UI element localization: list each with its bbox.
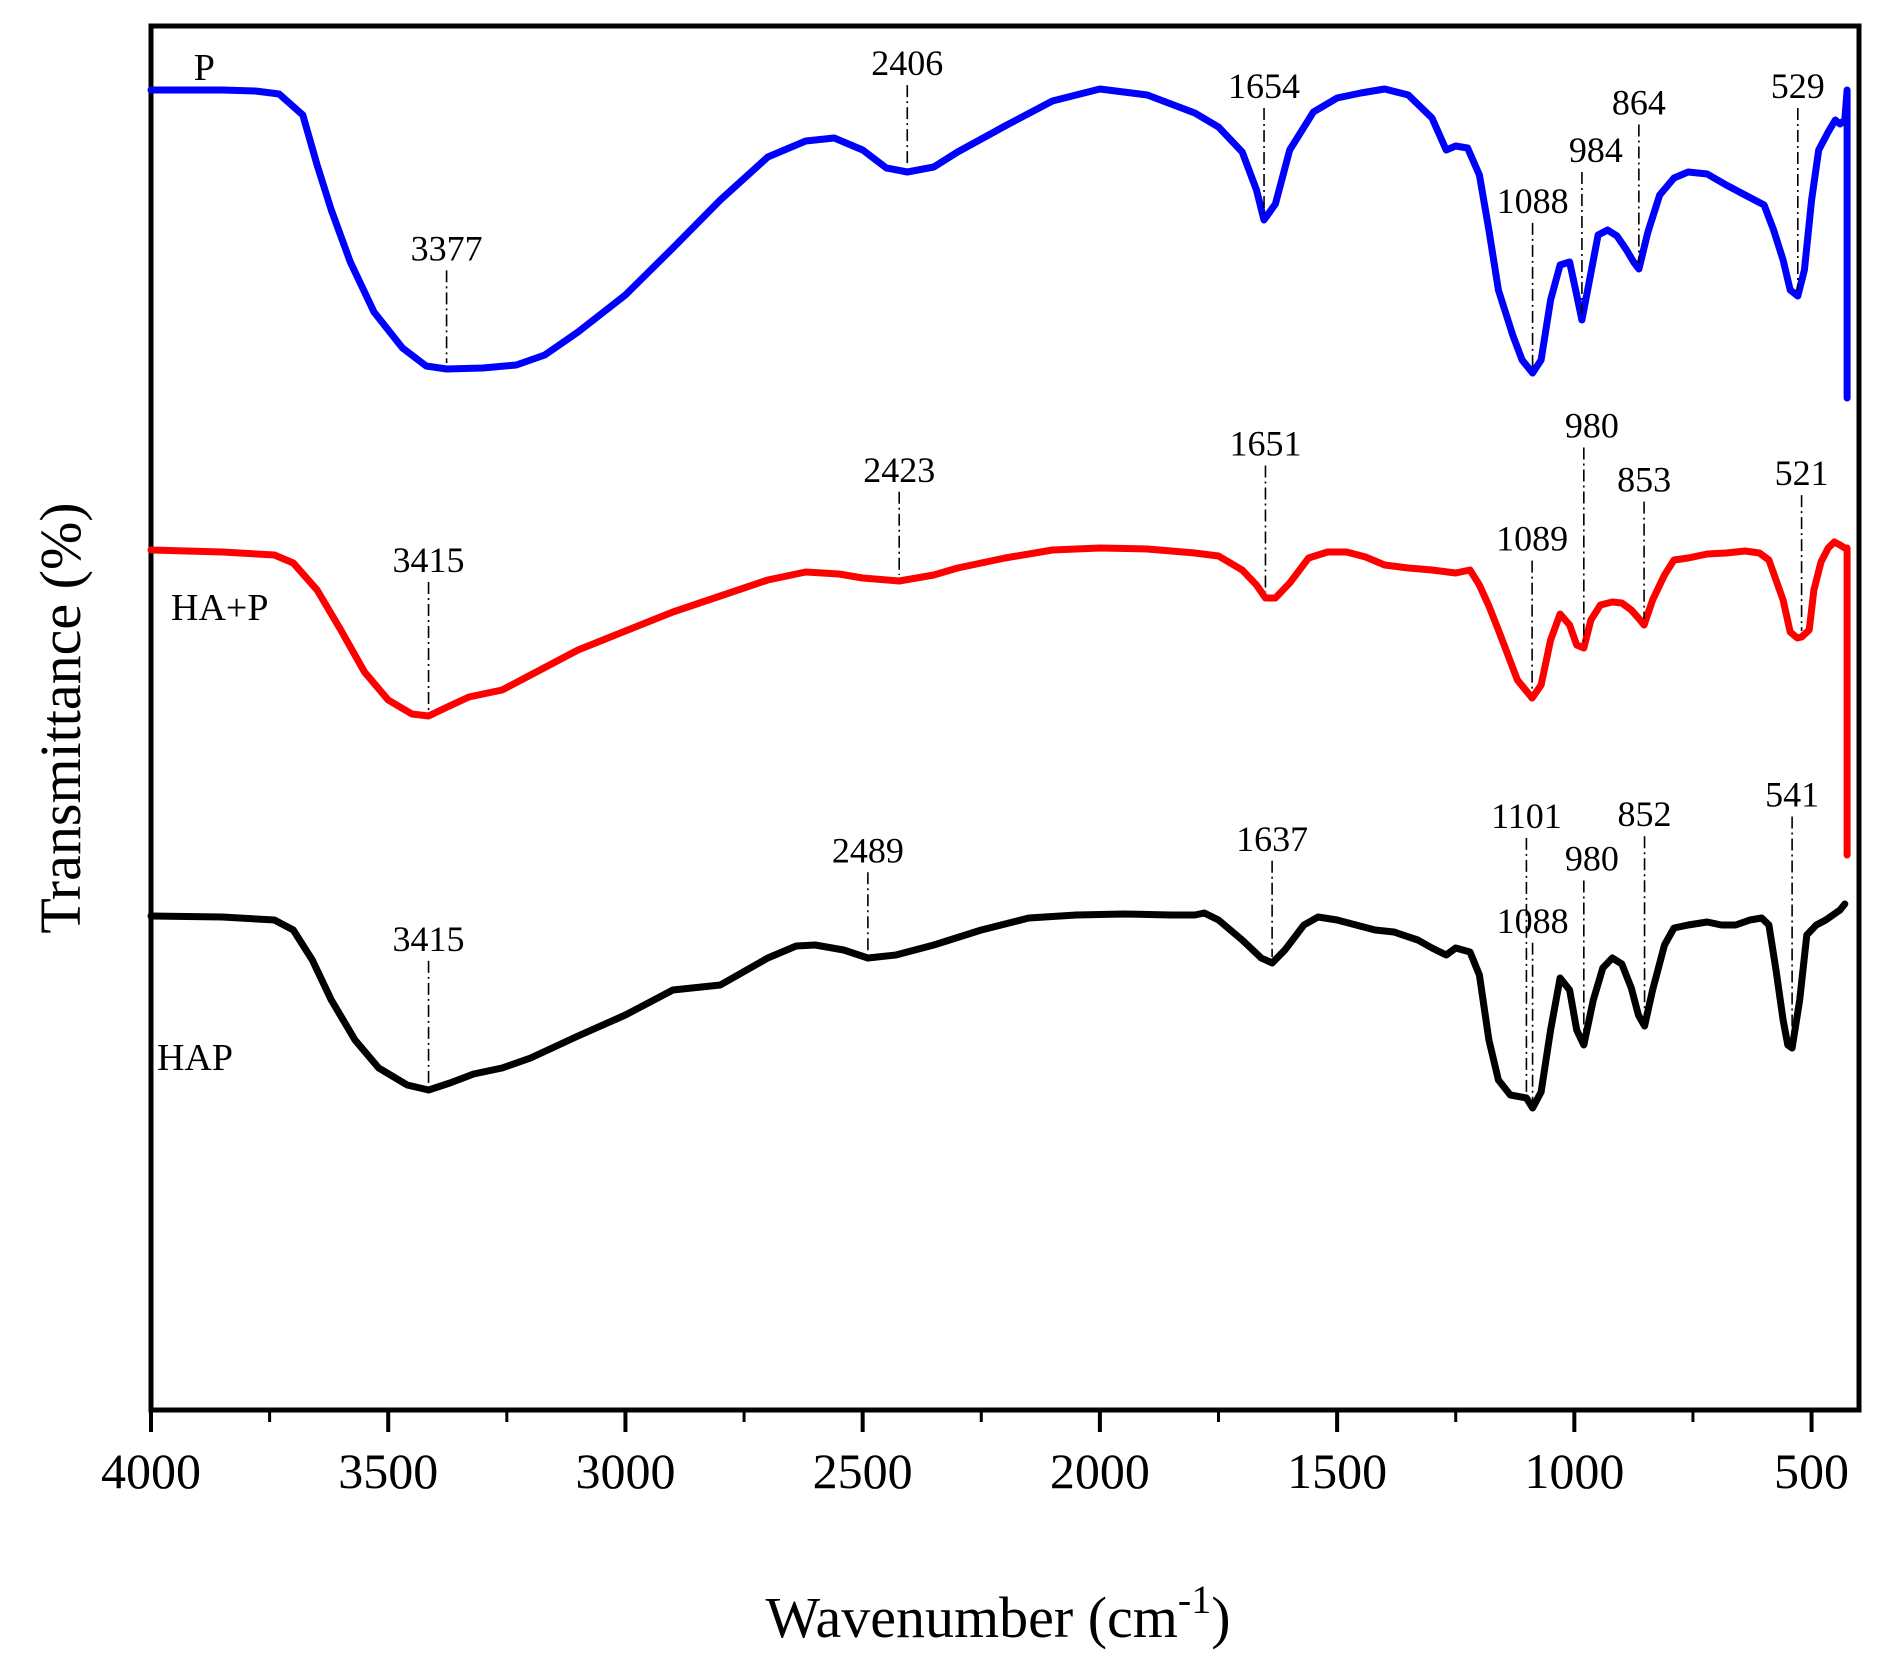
series-line-p	[147, 85, 1851, 402]
x-tick-label: 500	[1774, 1443, 1849, 1499]
peak-label: 852	[1618, 794, 1672, 834]
peak-label: 980	[1565, 406, 1619, 446]
series-label-ha-p: HA+P	[171, 587, 268, 629]
peak-label: 2489	[832, 830, 904, 870]
x-axis: 4000 3500 3000 2500 2000 1500 1000 500	[101, 1410, 1849, 1499]
series-line-hap	[147, 900, 1849, 1112]
x-tick-label: 2000	[1050, 1443, 1150, 1499]
peak-label: 521	[1775, 453, 1829, 493]
peak-label: 2423	[863, 450, 935, 490]
x-axis-title: Wavenumber (cm-1)	[765, 1577, 1230, 1650]
peak-label: 3415	[393, 919, 465, 959]
y-axis-title: Transmittance (%)	[28, 502, 93, 933]
peak-label: 1637	[1236, 819, 1308, 859]
peak-label: 3415	[393, 540, 465, 580]
series-line-ha-p	[147, 538, 1851, 859]
x-axis-title-close: )	[1211, 1585, 1230, 1650]
x-axis-title-superscript: -1	[1178, 1577, 1211, 1622]
peak-label: 3377	[411, 228, 483, 268]
peak-label: 2406	[871, 43, 943, 83]
x-tick-label: 4000	[101, 1443, 201, 1499]
x-tick-label: 2500	[813, 1443, 913, 1499]
x-axis-title-text: Wavenumber (cm	[765, 1585, 1177, 1650]
series-group: P HA+P HAP	[147, 47, 1851, 1112]
series-label-hap: HAP	[157, 1037, 233, 1079]
peak-label: 984	[1569, 130, 1623, 170]
x-tick-label: 1500	[1287, 1443, 1387, 1499]
peak-label: 1088	[1497, 181, 1569, 221]
x-tick-label: 1000	[1524, 1443, 1624, 1499]
peak-label: 1654	[1228, 66, 1300, 106]
peak-label: 980	[1565, 838, 1619, 878]
peak-label: 1088	[1497, 901, 1569, 941]
peak-label: 1101	[1491, 796, 1562, 836]
plot-frame	[148, 23, 1862, 1413]
peak-label: 541	[1765, 775, 1819, 815]
peak-label: 1089	[1496, 519, 1568, 559]
x-tick-label: 3000	[575, 1443, 675, 1499]
peak-label: 529	[1771, 66, 1825, 106]
peak-label: 864	[1612, 82, 1666, 122]
peak-label: 1651	[1229, 424, 1301, 464]
x-tick-label: 3500	[338, 1443, 438, 1499]
series-label-p: P	[194, 47, 215, 89]
peak-label: 853	[1617, 460, 1671, 500]
